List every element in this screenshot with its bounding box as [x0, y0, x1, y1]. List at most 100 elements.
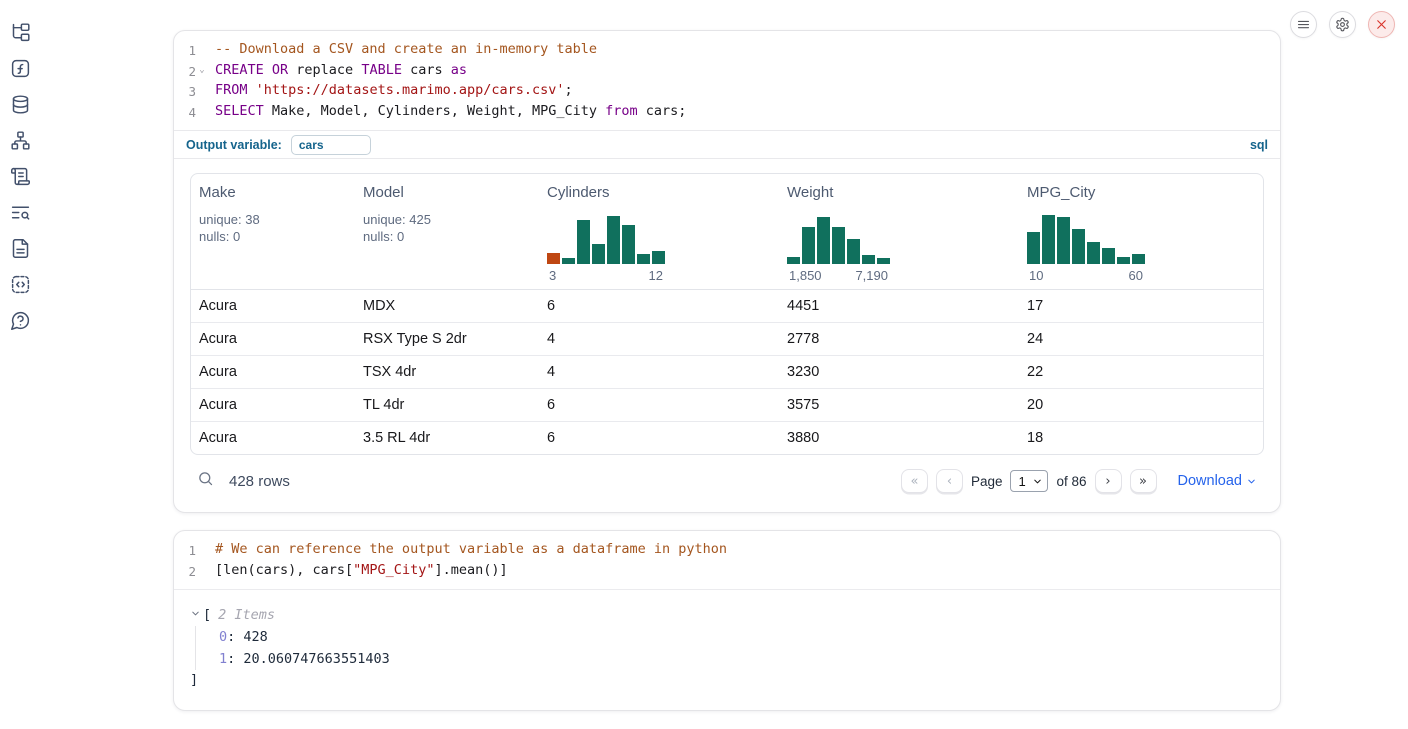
tree-entry-key: 0	[219, 629, 228, 645]
download-button[interactable]: Download	[1178, 473, 1258, 489]
code-line[interactable]: 2 ⌄ CREATE OR replace TABLE cars as	[186, 61, 1270, 82]
histogram-bar[interactable]	[787, 257, 800, 264]
search-icon[interactable]	[197, 470, 214, 492]
histogram-bar[interactable]	[562, 258, 575, 264]
notebook-area: 1 -- Download a CSV and create an in-memo…	[173, 30, 1281, 728]
column-header[interactable]: Model unique: 425 nulls: 0	[355, 184, 539, 283]
functions-icon[interactable]	[9, 57, 32, 80]
histogram-bar[interactable]	[592, 244, 605, 264]
histogram-bar[interactable]	[652, 251, 665, 264]
column-histogram	[787, 212, 890, 264]
snippets-icon[interactable]	[9, 273, 32, 296]
histogram-bar[interactable]	[577, 220, 590, 264]
next-page-button[interactable]: ›	[1094, 469, 1122, 493]
first-page-button[interactable]: «	[900, 469, 928, 493]
output-variable-input[interactable]	[290, 134, 371, 155]
histogram-bar[interactable]	[1102, 248, 1115, 264]
table-row[interactable]: Acura TSX 4dr 4 3230 22	[191, 356, 1263, 389]
column-histogram	[1027, 212, 1145, 264]
shutdown-button[interactable]	[1368, 11, 1395, 38]
column-header[interactable]: Weight 1,850 7,190	[779, 184, 1019, 283]
documentation-icon[interactable]	[9, 237, 32, 260]
close-bracket: ]	[190, 672, 199, 688]
histogram-bar[interactable]	[1117, 257, 1130, 264]
sql-output-area: Make unique: 38 nulls: 0 Model unique: 425 nu…	[174, 159, 1280, 512]
table-row[interactable]: Acura TL 4dr 6 3575 20	[191, 389, 1263, 422]
column-stat: nulls: 0	[363, 228, 405, 244]
table-row[interactable]: Acura MDX 6 4451 17	[191, 290, 1263, 323]
fold-chevron-icon[interactable]: ⌄	[199, 64, 205, 75]
histogram-bar[interactable]	[637, 254, 650, 264]
help-icon[interactable]	[9, 309, 32, 332]
column-stat: nulls: 0	[199, 228, 241, 244]
line-number: 4	[188, 104, 196, 120]
histogram-bar[interactable]	[877, 258, 890, 264]
line-number: 2	[188, 63, 196, 79]
histogram-bar[interactable]	[802, 227, 815, 264]
tree-entry-value: 20.060747663551403	[243, 651, 390, 667]
code-text: [len(cars), cars["MPG_City"].mean()]	[215, 561, 508, 578]
database-icon[interactable]	[9, 93, 32, 116]
histogram-bar[interactable]	[1072, 229, 1085, 264]
code-line[interactable]: 1 -- Download a CSV and create an in-memo…	[186, 40, 1270, 61]
histogram-bar[interactable]	[1027, 232, 1040, 264]
outline-search-icon[interactable]	[9, 201, 32, 224]
sidebar	[9, 21, 32, 332]
page-total-label: of 86	[1056, 473, 1087, 489]
code-line[interactable]: 3 FROM 'https://datasets.marimo.app/cars.…	[186, 81, 1270, 102]
table-cell: RSX Type S 2dr	[363, 331, 467, 347]
histogram-bar[interactable]	[817, 217, 830, 264]
table-cell: 3880	[787, 430, 820, 446]
menu-button[interactable]	[1290, 11, 1317, 38]
logs-icon[interactable]	[9, 165, 32, 188]
code-editor[interactable]: 1 # We can reference the output variable …	[174, 531, 1280, 589]
histogram-bar[interactable]	[1132, 254, 1145, 264]
code-line[interactable]: 2 [len(cars), cars["MPG_City"].mean()]	[186, 561, 1270, 582]
page-number-select[interactable]: 1	[1010, 470, 1049, 492]
histogram-bar[interactable]	[547, 253, 560, 264]
histogram-bar[interactable]	[847, 239, 860, 264]
file-explorer-icon[interactable]	[9, 21, 32, 44]
histogram-bar[interactable]	[622, 225, 635, 264]
table-cell: 18	[1027, 430, 1044, 446]
line-number: 1	[188, 43, 196, 58]
histogram-bar[interactable]	[862, 255, 875, 264]
histogram-max-label: 12	[648, 268, 663, 283]
table-cell: Acura	[199, 298, 237, 314]
code-line[interactable]: 4 SELECT Make, Model, Cylinders, Weight, …	[186, 102, 1270, 123]
column-histogram	[547, 212, 665, 264]
prev-page-button[interactable]: ‹	[935, 469, 963, 493]
line-number: 2	[188, 563, 196, 579]
histogram-bar[interactable]	[1042, 215, 1055, 264]
line-number: 3	[188, 84, 196, 99]
code-editor[interactable]: 1 -- Download a CSV and create an in-memo…	[174, 31, 1280, 130]
code-line[interactable]: 1 # We can reference the output variable …	[186, 540, 1270, 561]
table-row[interactable]: Acura 3.5 RL 4dr 6 3880 18	[191, 422, 1263, 454]
histogram-bar[interactable]	[1057, 217, 1070, 264]
dependency-graph-icon[interactable]	[9, 129, 32, 152]
last-page-button[interactable]: »	[1129, 469, 1157, 493]
code-text: # We can reference the output variable a…	[215, 541, 728, 557]
column-header[interactable]: Make unique: 38 nulls: 0	[191, 184, 355, 283]
settings-button[interactable]	[1329, 11, 1356, 38]
histogram-min-label: 3	[549, 268, 557, 283]
table-cell: TL 4dr	[363, 397, 405, 413]
table-cell: Acura	[199, 430, 237, 446]
gear-icon	[1336, 17, 1349, 32]
output-variable-bar: Output variable: sql	[174, 130, 1280, 159]
collapse-chevron-icon[interactable]	[190, 607, 201, 623]
tree-entry-sep: :	[227, 651, 244, 667]
table-cell: 4	[547, 364, 556, 380]
tree-root[interactable]: [ 2 Items	[190, 607, 1264, 623]
table-cell: 4	[547, 331, 556, 347]
column-header[interactable]: MPG_City 10 60	[1019, 184, 1263, 283]
tree-entry: 1: 20.060747663551403	[219, 648, 1264, 670]
column-name: Make	[199, 184, 236, 201]
column-header[interactable]: Cylinders 3 12	[539, 184, 779, 283]
code-text: CREATE OR replace TABLE cars as	[215, 61, 467, 78]
histogram-bar[interactable]	[1087, 242, 1100, 264]
table-footer: 428 rows « ‹ Page 1 of 86 › » Download	[190, 467, 1264, 495]
histogram-bar[interactable]	[607, 216, 620, 264]
table-row[interactable]: Acura RSX Type S 2dr 4 2778 24	[191, 323, 1263, 356]
histogram-bar[interactable]	[832, 227, 845, 264]
